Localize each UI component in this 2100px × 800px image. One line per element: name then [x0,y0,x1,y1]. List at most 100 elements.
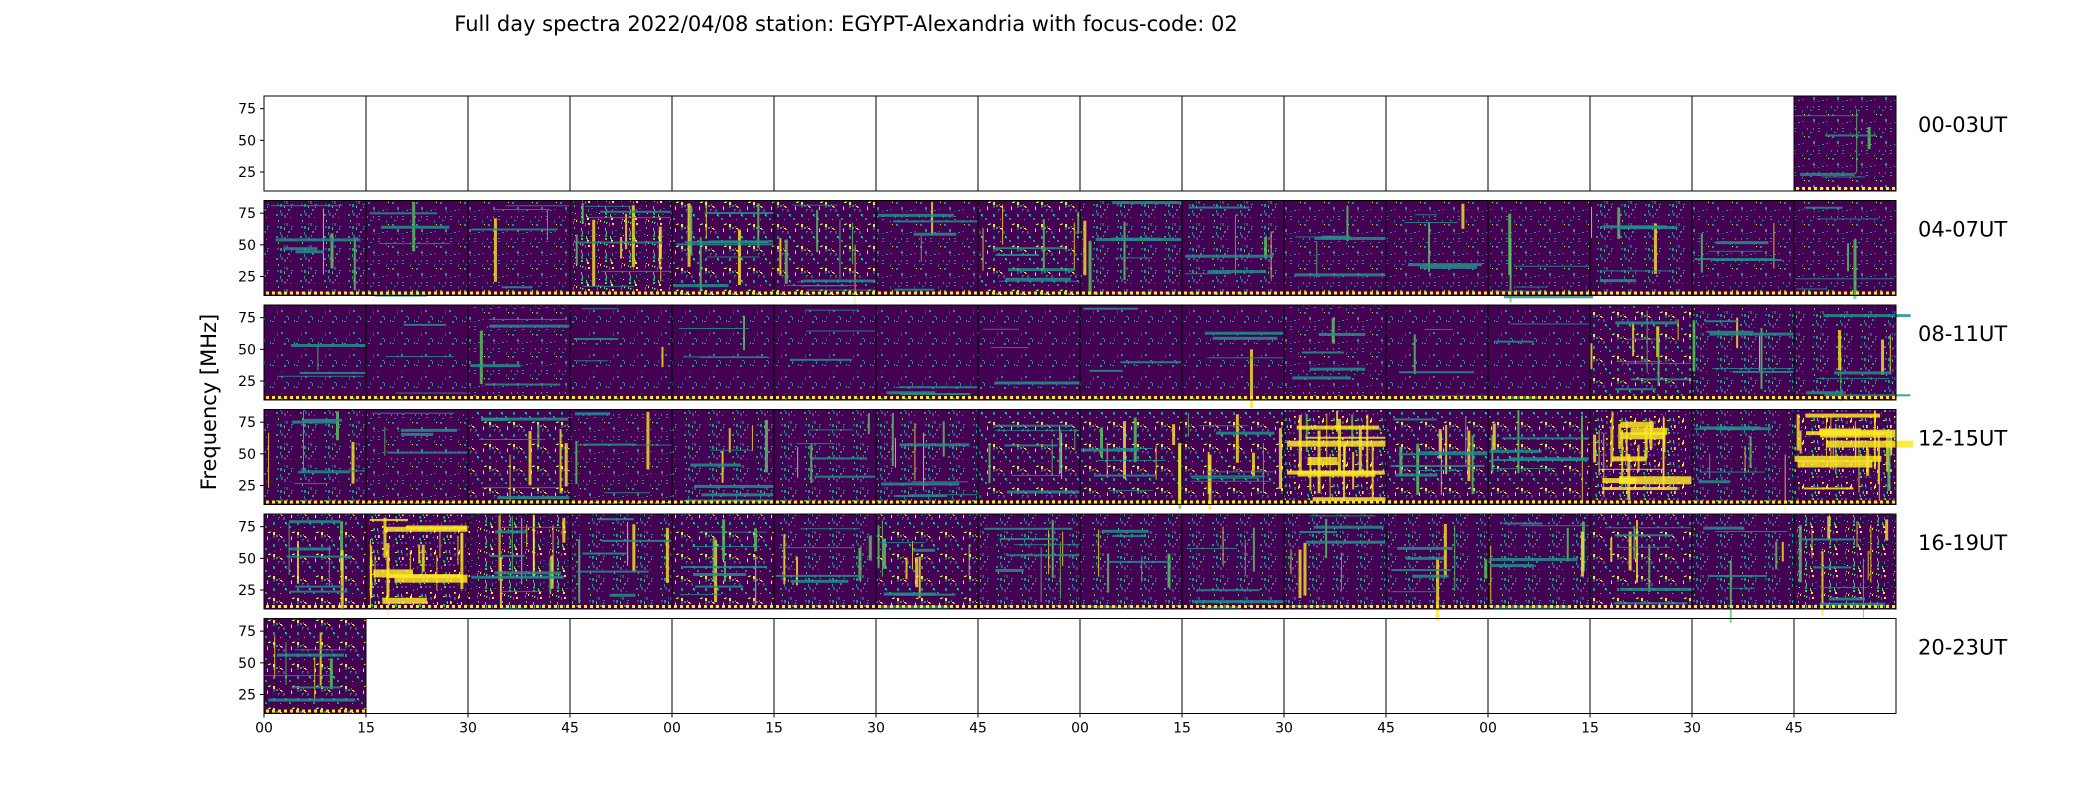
spectrum-panel [1691,618,1795,714]
spectrum-panel [671,409,795,505]
spectrum-panel [773,95,877,192]
y-tick-label: 25 [238,688,256,704]
spectrum-panel [365,409,480,505]
x-tick-label: 00 [255,721,273,737]
spectrum-panel [1385,304,1503,401]
spectrum-panel [1079,200,1187,297]
spectrum-panel [977,409,1086,505]
spectrum-panel [1181,200,1285,296]
spectrum-panel [671,304,775,401]
x-tick-label: 15 [357,721,375,737]
spectrum-panel [875,513,979,610]
x-tick-label: 45 [1377,721,1395,737]
spectrum-panel [467,409,585,505]
spectrum-panel [1283,618,1387,714]
spectrum-panel [875,409,982,505]
x-tick-label: 30 [1683,721,1701,737]
spectrum-panel [263,513,367,611]
x-tick-label: 15 [1581,721,1599,737]
spectra-row: 25 50 75 12-15UT [238,409,2007,518]
spectrum-panel [671,618,775,714]
spectrum-panel [1385,409,1496,505]
spectrum-panel [977,200,1089,296]
spectrum-panel [773,513,877,610]
x-tick-label: 30 [1275,721,1293,737]
spectrum-panel [569,618,673,714]
spectrum-panel [977,618,1081,714]
y-tick-label: 25 [238,583,256,599]
spectrum-panel [1793,513,1897,618]
row-time-label: 04-07UT [1918,218,2007,242]
x-tick-label: 15 [765,721,783,737]
spectra-row: 25 50 75 20-23UT [238,618,2007,714]
spectrum-panel [263,95,367,192]
x-tick-label: 00 [1071,721,1089,737]
y-tick-label: 50 [238,656,256,672]
spectrum-panel [1793,95,1897,192]
y-tick-label: 25 [238,165,256,181]
y-tick-label: 25 [238,270,256,286]
y-tick-label: 25 [238,479,256,495]
y-tick-label: 50 [238,238,256,254]
spectrum-panel [1181,618,1285,714]
spectrum-panel [569,513,676,610]
y-tick-label: 25 [238,374,256,390]
spectrum-panel [1589,409,1711,505]
spectrum-panel [365,618,469,714]
spectrum-panel [467,95,571,192]
spectra-row: 25 50 75 04-07UT [238,200,2007,308]
spectrum-panel [263,618,367,714]
spectrum-panel [875,200,982,296]
spectrum-panel [1487,513,1605,610]
row-time-label: 12-15UT [1918,427,2007,451]
spectrum-panel [365,200,469,297]
y-axis-ticks: 25 50 75 [238,311,264,390]
spectra-grid: 25507500-03UT25507504-07UT25507508-11UT2… [238,95,2007,714]
spectrum-panel [671,200,795,296]
spectrum-panel [1487,618,1591,714]
spectrum-panel [1691,95,1795,192]
x-tick-label: 45 [969,721,987,737]
x-tick-label: 15 [1173,721,1191,737]
spectrum-panel [1181,304,1300,408]
spectrum-panel [1385,95,1489,192]
spectrum-panel [671,513,775,610]
spectrum-panel [467,618,571,714]
spectrum-panel [1283,95,1387,192]
y-tick-label: 50 [238,551,256,567]
x-tick-label: 30 [459,721,477,737]
x-tick-label: 45 [1785,721,1803,737]
spectra-row: 25 50 75 00-03UT [238,95,2007,192]
spectrum-panel [1691,409,1795,518]
spectrum-panel [1589,618,1693,714]
spectrum-panel [467,200,571,296]
y-axis-ticks: 25 50 75 [238,415,264,495]
spectrum-panel [773,304,881,401]
spectrum-panel [1385,200,1489,296]
spectrum-panel [1691,304,1805,401]
x-tick-label: 30 [867,721,885,737]
y-axis-ticks: 25 50 75 [238,520,264,599]
spectrum-panel [1079,95,1183,192]
spectrum-panel [977,304,1083,401]
x-tick-label: 45 [561,721,579,737]
spectrum-panel [569,304,673,401]
spectra-row: 25 50 75 16-19UT [238,513,2007,623]
x-axis-ticks: 00 15 30 45 00 15 30 45 00 15 30 45 00 15 30 45 [255,713,1803,737]
spectrum-panel [1793,200,1897,300]
spectrum-panel [1079,304,1203,401]
y-tick-label: 50 [238,342,256,358]
spectrum-panel [1181,409,1285,510]
spectrum-panel [569,200,691,296]
y-axis-label: Frequency [MHz] [197,314,221,490]
spectrum-panel [1385,618,1489,714]
spectrum-panel [773,618,877,714]
spectrum-panel [1283,304,1387,401]
spectrum-panel [1487,200,1598,303]
spectrum-panel [365,513,482,616]
y-tick-label: 75 [238,520,256,536]
spectrum-panel [467,513,571,610]
row-time-label: 08-11UT [1918,322,2007,346]
spectrum-panel [1283,200,1399,296]
